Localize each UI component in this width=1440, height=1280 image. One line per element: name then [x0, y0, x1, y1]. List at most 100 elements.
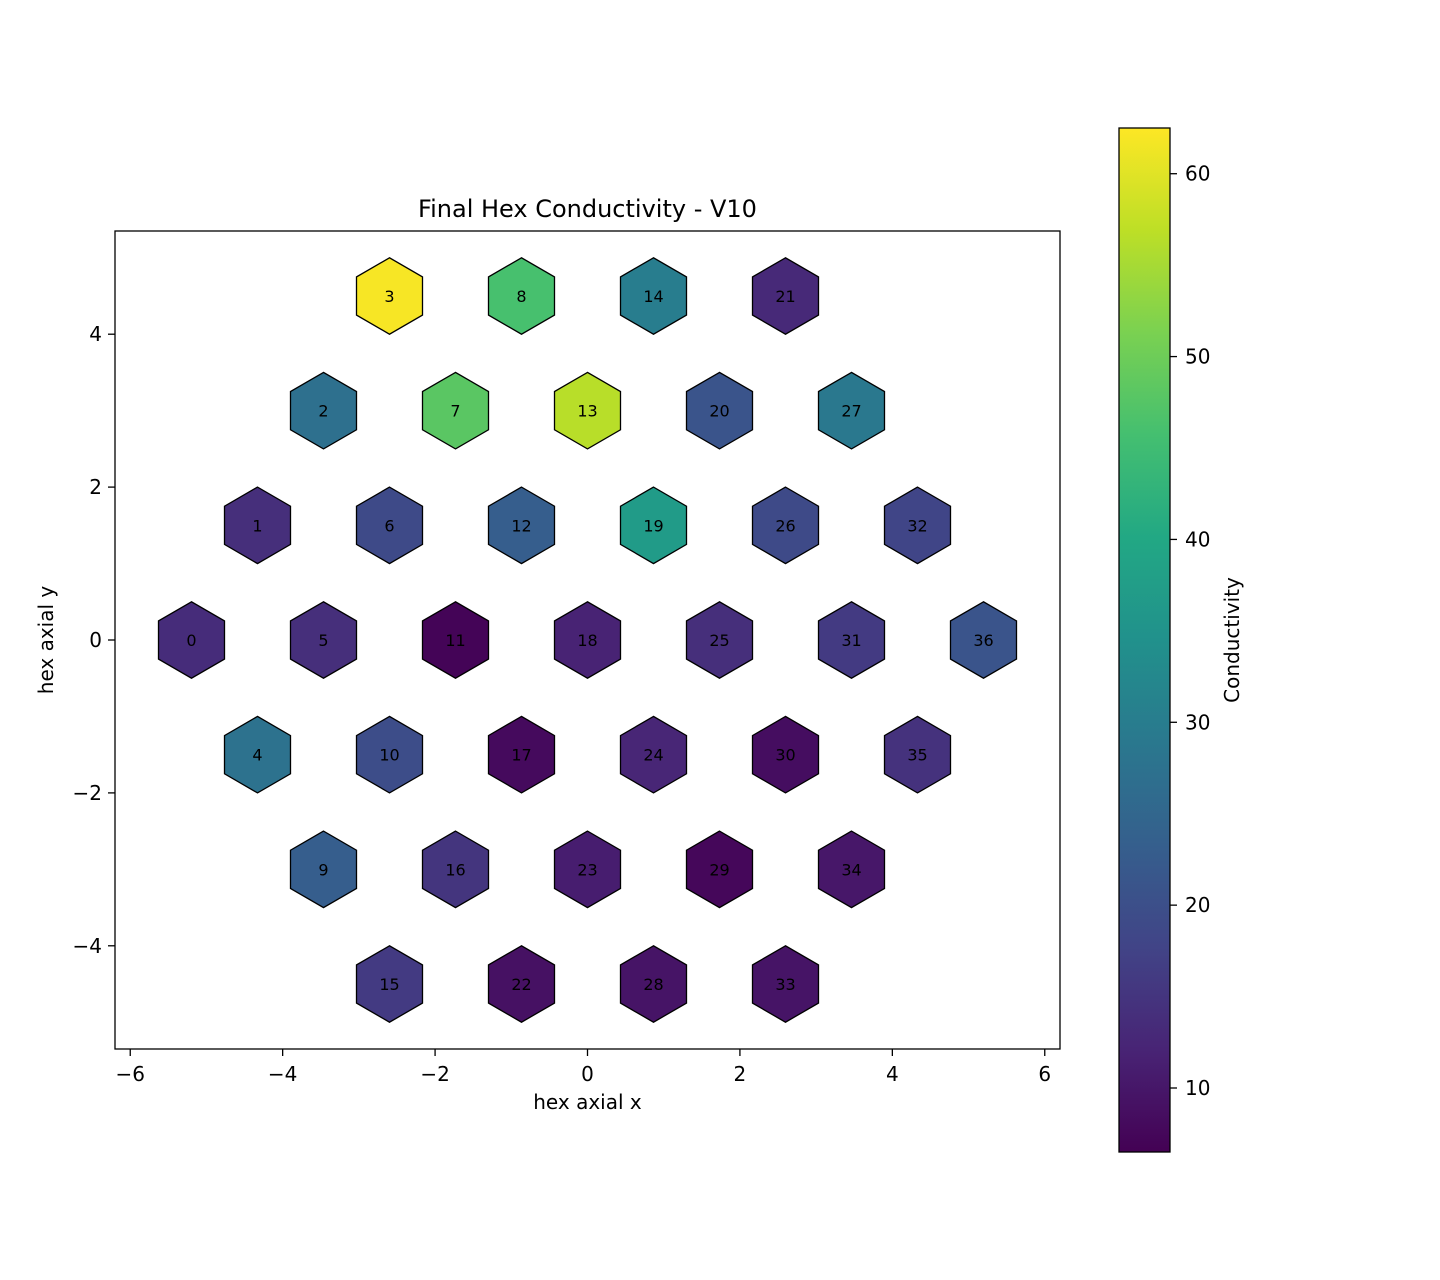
hex-label-9: 9	[318, 860, 328, 879]
hex-cell-14	[619, 257, 688, 335]
hex-label-6: 6	[384, 516, 394, 535]
hex-cell-27	[817, 371, 886, 450]
hex-label-33: 33	[775, 975, 795, 994]
colorbar-tick-label: 10	[1185, 1076, 1210, 1100]
y-axis-ticks: −4 −2 0 2 4	[73, 322, 115, 958]
hex-cell-20	[685, 371, 754, 450]
x-tick-label: 0	[581, 1062, 594, 1086]
x-tick-label: 4	[886, 1062, 899, 1086]
hex-cell-23	[553, 830, 622, 909]
hex-cell-12	[487, 486, 556, 565]
hex-label-0: 0	[186, 631, 196, 650]
colorbar	[1118, 127, 1171, 1153]
hex-label-14: 14	[643, 287, 663, 306]
hex-cell-19	[619, 486, 688, 565]
hex-cell-25	[685, 601, 754, 679]
hex-label-17: 17	[511, 746, 531, 765]
hex-cell-5	[289, 601, 358, 679]
hex-cell-24	[619, 715, 688, 794]
hex-cell-35	[883, 715, 952, 794]
hex-cell-7	[421, 371, 490, 450]
y-tick-label: 2	[89, 475, 102, 499]
hex-cell-9	[289, 830, 358, 909]
colorbar-tick-label: 50	[1185, 345, 1210, 369]
hex-label-34: 34	[841, 860, 861, 879]
hex-label-16: 16	[445, 860, 465, 879]
hex-label-32: 32	[907, 516, 927, 535]
hex-label-3: 3	[384, 287, 394, 306]
colorbar-tick-label: 20	[1185, 893, 1210, 917]
x-tick-label: −4	[268, 1062, 297, 1086]
hex-label-1: 1	[252, 516, 262, 535]
hex-cell-11	[421, 601, 490, 679]
y-tick-label: 4	[89, 322, 102, 346]
hex-label-29: 29	[709, 860, 729, 879]
hex-cell-33	[751, 945, 820, 1023]
hex-label-5: 5	[318, 631, 328, 650]
hex-label-20: 20	[709, 402, 729, 421]
hex-cell-3	[355, 257, 424, 335]
y-tick-label: −4	[73, 934, 102, 958]
hex-label-2: 2	[318, 402, 328, 421]
hex-label-4: 4	[252, 746, 262, 765]
hex-cell-21	[751, 257, 820, 335]
hex-label-layer: 0123456789101112131415161718192021222324…	[186, 287, 993, 994]
y-axis-label: hex axial y	[34, 586, 58, 695]
x-axis-ticks: −6 −4 −2 0 2 4 6	[115, 1049, 1051, 1086]
colorbar-label: Conductivity	[1220, 577, 1244, 703]
x-axis-label: hex axial x	[533, 1090, 642, 1114]
hex-label-13: 13	[577, 402, 597, 421]
hex-cell-4	[223, 715, 292, 794]
hex-label-36: 36	[973, 631, 993, 650]
chart-title: Final Hex Conductivity - V10	[418, 195, 757, 223]
hex-label-28: 28	[643, 975, 663, 994]
x-tick-label: 6	[1038, 1062, 1051, 1086]
hex-cell-29	[685, 830, 754, 909]
hex-cell-layer	[157, 257, 1018, 1023]
hex-cell-18	[553, 601, 622, 679]
hex-label-7: 7	[450, 402, 460, 421]
hex-label-31: 31	[841, 631, 861, 650]
hex-cell-17	[487, 715, 556, 794]
hex-label-11: 11	[445, 631, 465, 650]
hex-cell-8	[487, 257, 556, 335]
hex-cell-28	[619, 945, 688, 1023]
y-tick-label: 0	[89, 628, 102, 652]
colorbar-ticks: 10 20 30 40 50 60	[1170, 162, 1210, 1100]
hex-label-27: 27	[841, 402, 861, 421]
hex-cell-2	[289, 371, 358, 450]
hex-cell-32	[883, 486, 952, 565]
hex-cell-30	[751, 715, 820, 794]
hex-label-18: 18	[577, 631, 597, 650]
hex-label-15: 15	[379, 975, 399, 994]
hex-label-12: 12	[511, 516, 531, 535]
hex-cell-36	[949, 601, 1018, 679]
colorbar-tick-label: 40	[1185, 527, 1210, 551]
hex-label-19: 19	[643, 516, 663, 535]
hex-label-8: 8	[516, 287, 526, 306]
hex-label-24: 24	[643, 746, 663, 765]
hex-label-30: 30	[775, 746, 795, 765]
hex-cell-22	[487, 945, 556, 1023]
hex-label-23: 23	[577, 860, 597, 879]
colorbar-tick-label: 60	[1185, 162, 1210, 186]
hex-cell-31	[817, 601, 886, 679]
x-tick-label: −6	[115, 1062, 144, 1086]
x-tick-label: −2	[420, 1062, 449, 1086]
hex-label-35: 35	[907, 746, 927, 765]
hex-cell-6	[355, 486, 424, 565]
hex-label-22: 22	[511, 975, 531, 994]
hex-cell-15	[355, 945, 424, 1023]
hex-cell-13	[553, 371, 622, 450]
hex-cell-34	[817, 830, 886, 909]
hex-label-10: 10	[379, 746, 399, 765]
x-tick-label: 2	[734, 1062, 747, 1086]
hex-cell-1	[223, 486, 292, 565]
y-tick-label: −2	[73, 781, 102, 805]
hex-label-21: 21	[775, 287, 795, 306]
hex-cell-10	[355, 715, 424, 794]
hex-cell-26	[751, 486, 820, 565]
hex-label-25: 25	[709, 631, 729, 650]
hex-cell-16	[421, 830, 490, 909]
